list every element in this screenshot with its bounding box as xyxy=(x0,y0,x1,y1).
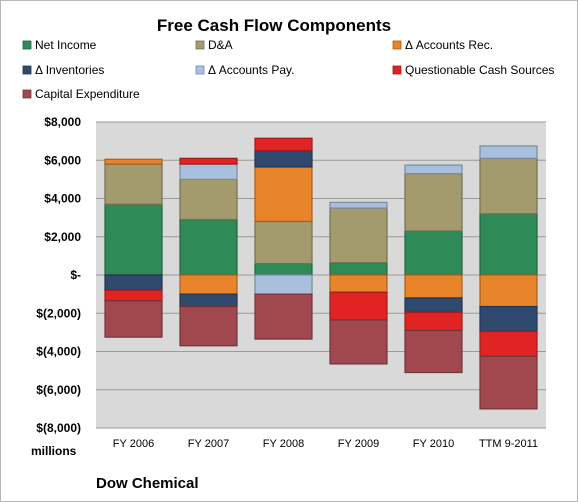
y-tick-label: $- xyxy=(70,268,81,282)
bar-questionable-cash-sources xyxy=(179,157,238,165)
bar-delta-accounts-rec xyxy=(104,158,163,165)
bar-delta-accounts-rec xyxy=(404,274,463,299)
bar-questionable-cash-sources xyxy=(104,289,163,302)
legend-label: Δ Accounts Pay. xyxy=(208,63,295,77)
chart-title: Free Cash Flow Components xyxy=(157,16,391,35)
gridlines xyxy=(96,121,546,429)
legend-item-net-income: Net Income xyxy=(22,38,97,52)
bar-delta-accounts-pay xyxy=(179,163,238,180)
legend-item-capital-expenditure: Capital Expenditure xyxy=(22,87,140,101)
bar-capital-expenditure xyxy=(104,300,163,338)
bar-delta-accounts-rec xyxy=(179,274,238,295)
bar-delta-accounts-pay xyxy=(479,145,538,159)
bar-delta-inventories xyxy=(479,305,538,333)
y-tick-label: $(4,000) xyxy=(36,345,81,359)
legend-swatch xyxy=(22,40,32,50)
legend-item-questionable-cash-sources: Questionable Cash Sources xyxy=(392,63,554,77)
bar-capital-expenditure xyxy=(329,319,388,365)
x-tick-label: TTM 9-2011 xyxy=(479,438,538,450)
x-tick-label: FY 2008 xyxy=(263,438,304,450)
legend-item-danda: D&A xyxy=(195,38,233,52)
legend: Net Income D&A Δ Accounts Rec. Δ Inventorie… xyxy=(22,38,554,101)
y-tick-label: $(2,000) xyxy=(36,306,81,320)
bar-delta-inventories xyxy=(104,274,163,291)
legend-swatch xyxy=(22,65,32,75)
bar-delta-accounts-pay xyxy=(254,274,313,295)
bar-capital-expenditure xyxy=(479,355,538,410)
company-label: Dow Chemical xyxy=(96,475,199,492)
bar-danda xyxy=(404,173,463,232)
legend-swatch xyxy=(195,65,205,75)
unit-label: millions xyxy=(31,444,77,458)
legend-label: Δ Accounts Rec. xyxy=(405,38,493,52)
bar-capital-expenditure xyxy=(254,293,313,340)
legend-item-delta-inventories: Δ Inventories xyxy=(22,63,104,77)
bar-delta-inventories xyxy=(179,293,238,308)
bar-delta-inventories xyxy=(404,297,463,313)
bar-danda xyxy=(329,207,388,264)
bar-delta-accounts-rec xyxy=(254,166,313,223)
bar-questionable-cash-sources xyxy=(254,137,313,152)
x-axis-ticks: FY 2006 FY 2007 FY 2008 FY 2009 FY 2010 TTM 9… xyxy=(113,438,538,450)
bar-capital-expenditure xyxy=(179,305,238,347)
x-tick-label: FY 2009 xyxy=(338,438,379,450)
bar-questionable-cash-sources xyxy=(479,330,538,357)
y-axis-ticks: $8,000 $6,000 $4,000 $2,000 $- $(2,000) $(4,00… xyxy=(36,115,81,435)
legend-swatch xyxy=(195,40,205,50)
legend-item-delta-accounts-rec: Δ Accounts Rec. xyxy=(392,38,493,52)
y-tick-label: $8,000 xyxy=(44,115,81,129)
bar-danda xyxy=(479,157,538,215)
bar-net-income xyxy=(104,203,163,276)
legend-label: Net Income xyxy=(35,38,97,52)
legend-label: D&A xyxy=(208,38,233,52)
bar-danda xyxy=(179,178,238,221)
bar-danda xyxy=(104,163,163,205)
bar-danda xyxy=(254,220,313,265)
bar-delta-accounts-pay xyxy=(329,201,388,209)
bar-questionable-cash-sources xyxy=(329,291,388,321)
legend-label: Δ Inventories xyxy=(35,63,104,77)
bar-delta-accounts-rec xyxy=(329,274,388,293)
bar-net-income xyxy=(179,218,238,276)
legend-label: Capital Expenditure xyxy=(35,87,140,101)
bar-net-income xyxy=(404,230,463,276)
y-tick-label: $(8,000) xyxy=(36,421,81,435)
bar-net-income xyxy=(479,213,538,276)
bar-delta-inventories xyxy=(254,150,313,168)
bar-capital-expenditure xyxy=(404,329,463,374)
y-tick-label: $2,000 xyxy=(44,230,81,244)
x-tick-label: FY 2006 xyxy=(113,438,154,450)
bar-delta-accounts-pay xyxy=(404,164,463,175)
y-tick-label: $(6,000) xyxy=(36,383,81,397)
y-tick-label: $6,000 xyxy=(44,153,81,167)
bar-questionable-cash-sources xyxy=(404,311,463,332)
x-tick-label: FY 2007 xyxy=(188,438,229,450)
bar-net-income xyxy=(254,262,313,276)
x-tick-label: FY 2010 xyxy=(413,438,454,450)
legend-swatch xyxy=(392,40,402,50)
legend-item-delta-accounts-pay: Δ Accounts Pay. xyxy=(195,63,295,77)
bars xyxy=(104,137,538,410)
bar-net-income xyxy=(329,261,388,276)
legend-swatch xyxy=(392,65,402,75)
bar-delta-accounts-rec xyxy=(479,274,538,308)
legend-label: Questionable Cash Sources xyxy=(405,63,554,77)
y-tick-label: $4,000 xyxy=(44,192,81,206)
legend-swatch xyxy=(22,89,32,99)
